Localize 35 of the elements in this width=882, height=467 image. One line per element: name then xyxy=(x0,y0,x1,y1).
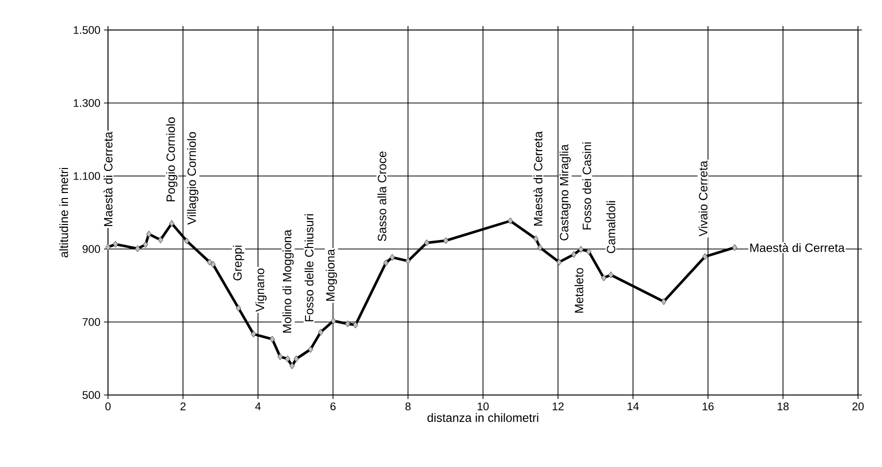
y-tick-label: 500 xyxy=(82,391,100,399)
x-tick-label: 14 xyxy=(628,402,639,410)
y-tick-label: 1.300 xyxy=(74,99,100,107)
annotation: Fosso delle Chiusuri xyxy=(304,214,314,322)
annotation: Camaldoli xyxy=(606,201,616,254)
x-tick-label: 4 xyxy=(255,402,261,410)
y-tick-label: 900 xyxy=(82,245,100,253)
annotation: Castagno Miraglia xyxy=(560,144,571,240)
x-tick-label: 12 xyxy=(552,402,564,410)
y-axis-title: altitudine in metri xyxy=(59,168,68,258)
x-tick-label: 0 xyxy=(105,402,111,410)
annotation: Sasso alla Croce xyxy=(377,152,386,242)
x-tick-label: 20 xyxy=(852,402,864,410)
annotation: Maestà di Cerreta xyxy=(104,132,112,226)
annotation: Moggiona xyxy=(326,249,337,301)
x-tick-label: 10 xyxy=(478,402,489,410)
x-tick-label: 8 xyxy=(405,402,411,410)
annotation: Maestà di Cerreta xyxy=(750,243,845,252)
annotation: Molino di Moggiona xyxy=(282,230,294,333)
annotation: Villaggio Corniolo xyxy=(187,132,198,225)
annotation: Fosso dei Casini xyxy=(582,142,592,230)
y-tick-label: 700 xyxy=(82,318,100,326)
x-tick-label: 18 xyxy=(778,402,789,410)
annotation: Maestà di Cerreta xyxy=(533,131,542,226)
annotation: Poggio Corniolo xyxy=(166,117,178,202)
annotation: Vignano xyxy=(255,268,267,312)
annotation: Vivaio Cerreta xyxy=(698,160,708,236)
x-tick-label: 6 xyxy=(330,402,336,410)
x-tick-label: 16 xyxy=(702,402,714,410)
y-tick-label: 1.500 xyxy=(74,26,100,34)
annotation: Metaleto xyxy=(574,268,584,313)
annotation: Greppi xyxy=(232,246,244,280)
x-axis-title: distanza in chilometri xyxy=(427,413,538,422)
y-tick-label: 1.100 xyxy=(74,172,100,180)
x-tick-label: 2 xyxy=(180,402,186,410)
